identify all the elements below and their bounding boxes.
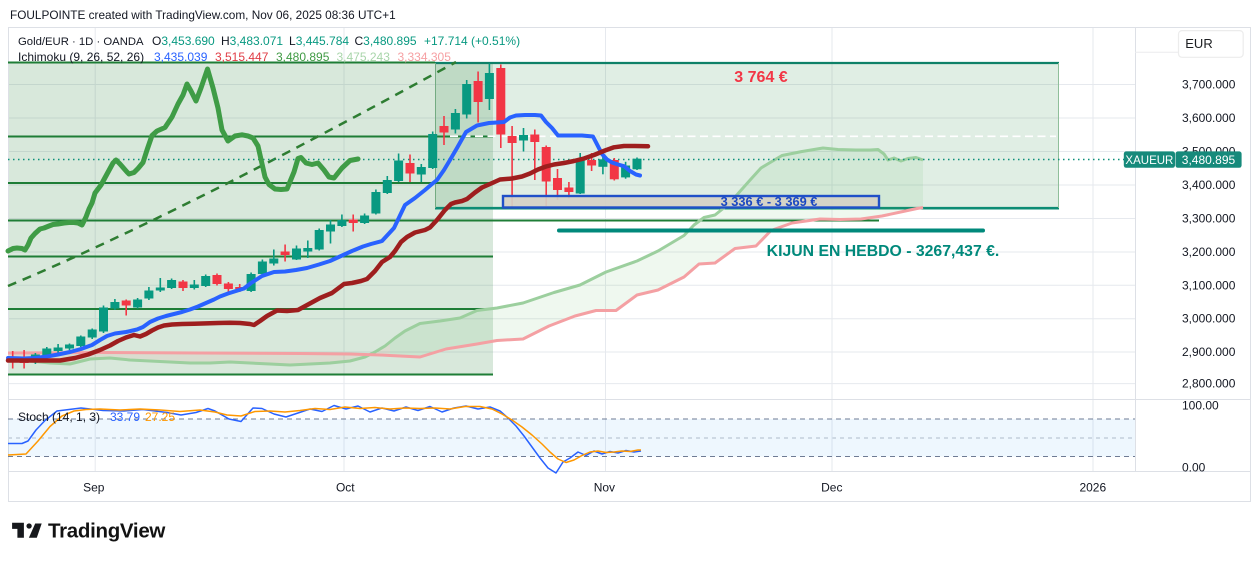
svg-text:3,475.243: 3,475.243 <box>337 50 391 64</box>
svg-text:3,515.447: 3,515.447 <box>215 50 269 64</box>
svg-text:TradingView: TradingView <box>48 520 165 543</box>
svg-text:C3,480.895: C3,480.895 <box>355 34 417 48</box>
svg-text:3 764 €: 3 764 € <box>734 69 787 86</box>
svg-text:KIJUN EN HEBDO - 3267,437 €.: KIJUN EN HEBDO - 3267,437 €. <box>767 243 1000 260</box>
svg-text:L3,445.784: L3,445.784 <box>289 34 349 48</box>
svg-text:3 336 € - 3 369 €: 3 336 € - 3 369 € <box>721 194 818 209</box>
svg-text:H3,483.071: H3,483.071 <box>221 34 283 48</box>
svg-text:3,435.039: 3,435.039 <box>154 50 208 64</box>
svg-text:2,800.000: 2,800.000 <box>1182 377 1236 391</box>
svg-text:Ichimoku (9, 26, 52, 26): Ichimoku (9, 26, 52, 26) <box>18 50 144 64</box>
svg-text:27.25: 27.25 <box>145 410 175 424</box>
svg-text:3,600.000: 3,600.000 <box>1182 111 1236 125</box>
svg-text:3,334.305: 3,334.305 <box>398 50 452 64</box>
svg-text:Gold/EUR · 1D · OANDA: Gold/EUR · 1D · OANDA <box>18 36 144 48</box>
svg-text:33.79: 33.79 <box>110 410 140 424</box>
svg-text:3,200.000: 3,200.000 <box>1182 245 1236 259</box>
svg-text:+17.714 (+0.51%): +17.714 (+0.51%) <box>424 34 520 48</box>
svg-text:3,480.895: 3,480.895 <box>276 50 330 64</box>
svg-text:Dec: Dec <box>821 481 842 495</box>
svg-text:Sep: Sep <box>83 481 105 495</box>
svg-text:O3,453.690: O3,453.690 <box>152 34 215 48</box>
svg-text:100.00: 100.00 <box>1182 399 1219 413</box>
svg-text:3,300.000: 3,300.000 <box>1182 212 1236 226</box>
svg-text:FOULPOINTE created with Tradin: FOULPOINTE created with TradingView.com,… <box>10 8 396 22</box>
svg-text:EUR: EUR <box>1185 36 1212 51</box>
svg-text:2,900.000: 2,900.000 <box>1182 345 1236 359</box>
svg-text:3,480.895: 3,480.895 <box>1182 153 1236 167</box>
svg-text:3,400.000: 3,400.000 <box>1182 178 1236 192</box>
svg-text:XAUEUR: XAUEUR <box>1125 155 1173 167</box>
svg-text:Oct: Oct <box>336 481 355 495</box>
svg-text:3,000.000: 3,000.000 <box>1182 312 1236 326</box>
svg-text:Stoch (14, 1, 3): Stoch (14, 1, 3) <box>18 410 100 424</box>
svg-text:0.00: 0.00 <box>1182 460 1206 474</box>
svg-text:Nov: Nov <box>594 481 615 495</box>
svg-text:3,700.000: 3,700.000 <box>1182 78 1236 92</box>
svg-text:2026: 2026 <box>1079 481 1106 495</box>
svg-text:3,100.000: 3,100.000 <box>1182 278 1236 292</box>
